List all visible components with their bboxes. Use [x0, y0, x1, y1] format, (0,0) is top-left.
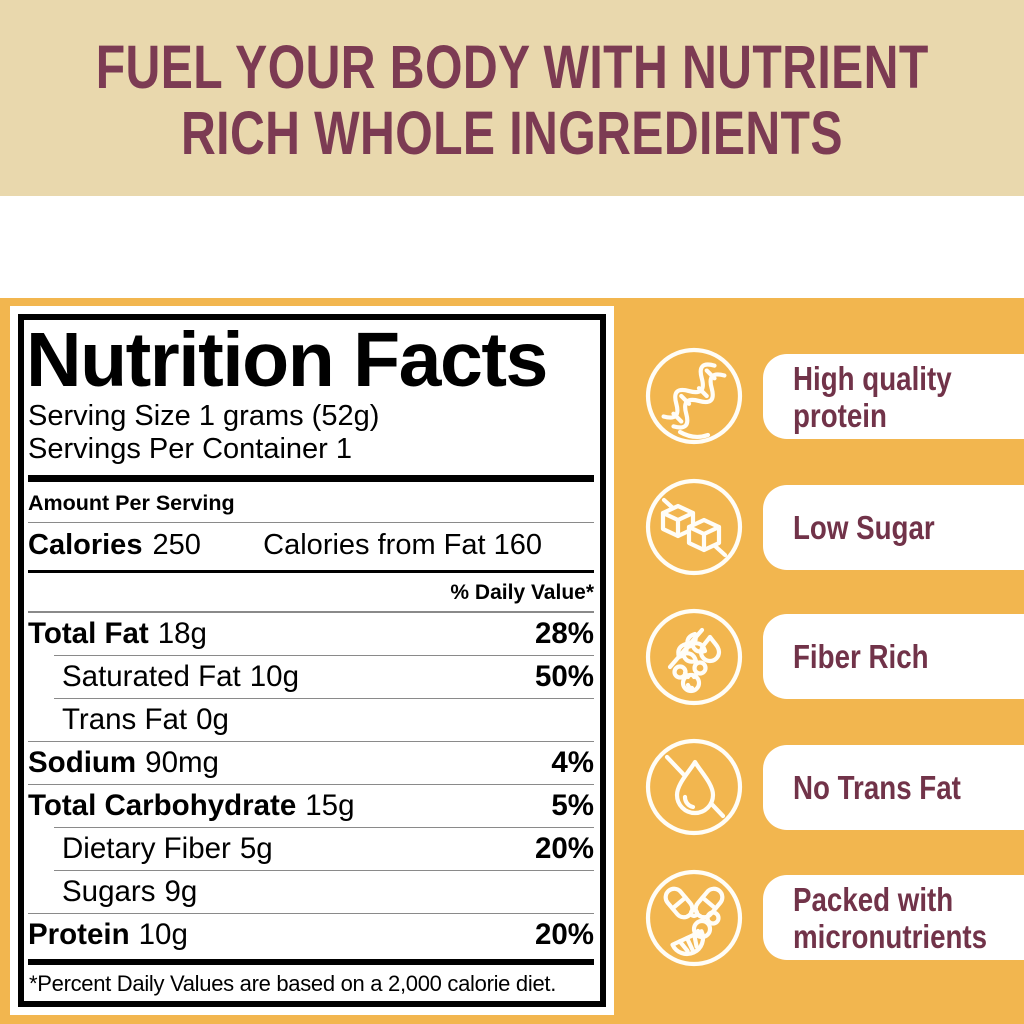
- feature-pill-protein: High quality protein: [763, 354, 1024, 439]
- nutrition-facts-label: Nutrition Facts Serving Size 1 grams (52…: [10, 306, 614, 1015]
- nutrient-row-total-fat: Total Fat 18g 28%: [28, 616, 594, 650]
- servings-per-container: Servings Per Container 1: [28, 433, 352, 465]
- header-banner: FUEL YOUR BODY WITH NUTRIENT RICH WHOLE …: [0, 0, 1024, 196]
- no-sugar-icon: [642, 475, 746, 579]
- daily-value-header: % Daily Value*: [450, 581, 594, 605]
- feature-label: No Trans Fat: [793, 769, 961, 806]
- hairline-divider: [28, 740, 594, 742]
- hairline-divider: [54, 697, 594, 699]
- feature-pill-micronutrients: Packed with micronutrients: [763, 875, 1024, 960]
- nutrient-row-dietary-fiber: Dietary Fiber 5g 20%: [62, 831, 594, 865]
- micronutrients-icon: [642, 866, 746, 970]
- fiber-icon: [642, 605, 746, 709]
- hairline-divider: [54, 869, 594, 871]
- hairline-divider: [54, 654, 594, 656]
- hairline-divider: [28, 912, 594, 914]
- banner-title-line2: RICH WHOLE INGREDIENTS: [181, 99, 843, 167]
- thick-divider: [28, 475, 594, 482]
- feature-pill-no-trans-fat: No Trans Fat: [763, 745, 1024, 830]
- no-trans-fat-icon: [642, 735, 746, 839]
- calories-from-fat: Calories from Fat 160: [263, 528, 542, 561]
- hairline-divider: [28, 783, 594, 785]
- feature-label: Low Sugar: [793, 509, 935, 546]
- dna-icon: [642, 344, 746, 448]
- calories-value: Calories 250: [28, 528, 201, 561]
- nutrient-row-protein: Protein 10g 20%: [28, 917, 594, 951]
- nutrient-row-trans-fat: Trans Fat 0g: [62, 702, 229, 736]
- banner-title-line1: FUEL YOUR BODY WITH NUTRIENT: [95, 33, 929, 101]
- daily-value-footnote: *Percent Daily Values are based on a 2,0…: [29, 971, 557, 997]
- content-section: Nutrition Facts Serving Size 1 grams (52…: [0, 298, 1024, 1024]
- feature-pill-fiber: Fiber Rich: [763, 614, 1024, 699]
- feature-label: Packed with micronutrients: [793, 880, 988, 955]
- nutrition-facts-box: Nutrition Facts Serving Size 1 grams (52…: [18, 314, 606, 1007]
- nutrient-row-saturated-fat: Saturated Fat 10g 50%: [62, 659, 594, 693]
- hairline-divider: [28, 521, 594, 523]
- nutrient-row-total-carbohydrate: Total Carbohydrate 15g 5%: [28, 788, 594, 822]
- serving-size: Serving Size 1 grams (52g): [28, 400, 380, 432]
- thick-divider: [28, 958, 594, 966]
- feature-label: High quality protein: [793, 359, 952, 434]
- amount-per-serving-label: Amount Per Serving: [28, 490, 235, 515]
- hairline-divider: [54, 826, 594, 828]
- hairline-divider: [28, 611, 594, 613]
- feature-pill-low-sugar: Low Sugar: [763, 485, 1024, 570]
- thick-divider: [28, 569, 594, 574]
- nutrient-row-sugars: Sugars 9g: [62, 874, 198, 908]
- nutrient-row-sodium: Sodium 90mg 4%: [28, 745, 594, 779]
- nutrition-facts-title: Nutrition Facts: [26, 317, 548, 403]
- calories-row: Calories 250 Calories from Fat 160: [28, 523, 594, 570]
- feature-label: Fiber Rich: [793, 638, 929, 675]
